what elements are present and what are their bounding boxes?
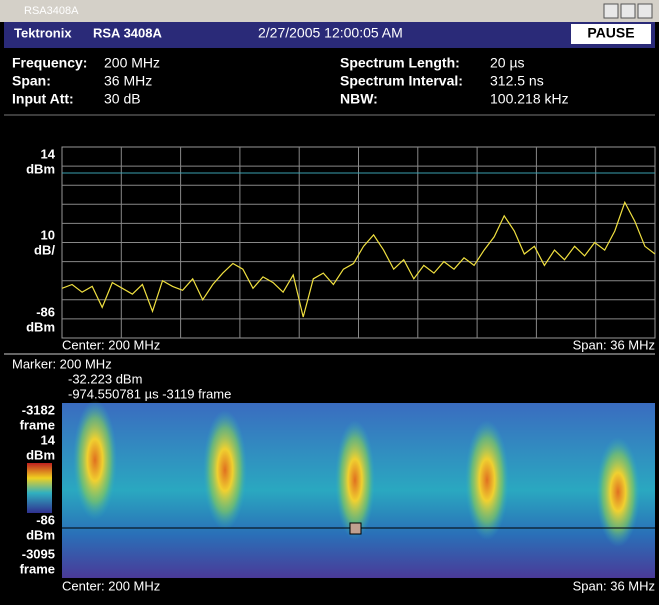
setting-label: Spectrum Length: bbox=[340, 55, 460, 71]
setting-label: Frequency: bbox=[12, 55, 87, 71]
datetime: 2/27/2005 12:00:05 AM bbox=[258, 25, 403, 41]
bottom-unit: dBm bbox=[26, 319, 55, 334]
scale-unit: dB/ bbox=[34, 242, 55, 257]
setting-value: 100.218 kHz bbox=[490, 91, 569, 107]
close-button[interactable] bbox=[637, 3, 653, 19]
title-bar bbox=[0, 0, 659, 22]
marker-level: -32.223 dBm bbox=[68, 371, 142, 386]
brand: Tektronix bbox=[14, 25, 72, 40]
maximize-button[interactable] bbox=[620, 3, 636, 19]
color-top: 14 bbox=[41, 432, 56, 447]
bottom-frame: -3095 bbox=[22, 546, 55, 561]
color-bottom: -86 bbox=[36, 512, 55, 527]
peak bbox=[465, 420, 509, 540]
pause-button[interactable] bbox=[571, 24, 651, 44]
scale-div: 10 bbox=[41, 227, 55, 242]
color-top-unit: dBm bbox=[26, 447, 55, 462]
setting-label: NBW: bbox=[340, 91, 378, 107]
color-bottom-unit: dBm bbox=[26, 527, 55, 542]
peak bbox=[73, 400, 117, 520]
peak bbox=[596, 437, 640, 547]
spectrum-trace bbox=[61, 200, 656, 318]
marker[interactable] bbox=[349, 522, 362, 535]
minimize-button[interactable] bbox=[603, 3, 619, 19]
setting-value: 36 MHz bbox=[104, 73, 152, 89]
center-label: Center: 200 MHz bbox=[62, 578, 160, 593]
top-frame-unit: frame bbox=[20, 417, 55, 432]
marker-freq: Marker: 200 MHz bbox=[12, 356, 112, 371]
setting-value: 30 dB bbox=[104, 91, 141, 107]
center-label: Center: 200 MHz bbox=[62, 337, 160, 352]
span-label: Span: 36 MHz bbox=[573, 337, 655, 352]
bottom-frame-unit: frame bbox=[20, 561, 55, 576]
span-label: Span: 36 MHz bbox=[573, 578, 655, 593]
setting-value: 20 µs bbox=[490, 55, 525, 71]
model: RSA 3408A bbox=[93, 25, 162, 40]
setting-label: Input Att: bbox=[12, 91, 74, 107]
bottom-level: -86 bbox=[36, 304, 55, 319]
pause-label[interactable]: PAUSE bbox=[587, 25, 634, 41]
ref-unit: dBm bbox=[26, 161, 55, 176]
setting-value: 312.5 ns bbox=[490, 73, 544, 89]
setting-label: Span: bbox=[12, 73, 51, 89]
window-title: RSA3408A bbox=[24, 5, 79, 17]
setting-label: Spectrum Interval: bbox=[340, 73, 463, 89]
peak bbox=[203, 410, 247, 530]
top-frame: -3182 bbox=[22, 402, 55, 417]
header-bar bbox=[4, 22, 655, 48]
setting-value: 200 MHz bbox=[104, 55, 160, 71]
color-bar bbox=[27, 463, 52, 513]
spectrogram-peaks bbox=[73, 400, 640, 547]
ref-level: 14 bbox=[41, 146, 56, 161]
peak bbox=[335, 420, 375, 540]
marker-time: -974.550781 µs -3119 frame bbox=[68, 386, 231, 401]
